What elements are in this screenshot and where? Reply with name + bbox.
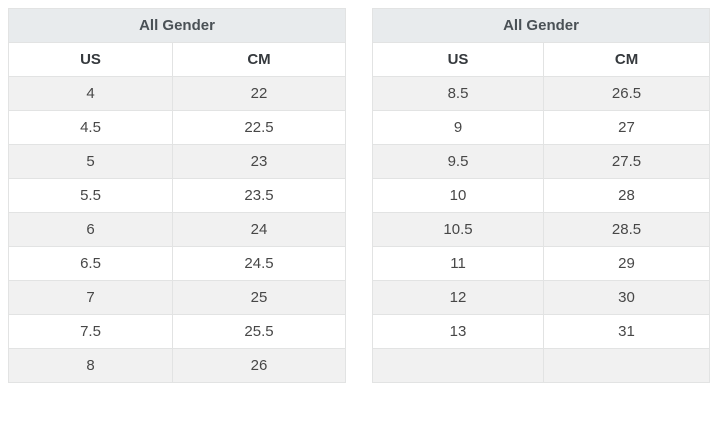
cell-cm: 28 xyxy=(543,178,711,213)
cell-cm: 25.5 xyxy=(171,314,347,349)
column-header-row: US CM xyxy=(8,42,347,77)
column-header-us: US xyxy=(8,42,173,77)
cell-us: 9 xyxy=(372,110,545,145)
table-row: 13 31 xyxy=(372,314,711,349)
cell-cm: 27.5 xyxy=(543,144,711,179)
cell-cm: 22 xyxy=(171,76,347,111)
cell-cm: 22.5 xyxy=(171,110,347,145)
column-header-cm: CM xyxy=(171,42,347,77)
table-row: 8.5 26.5 xyxy=(372,76,711,111)
cell-us: 5 xyxy=(8,144,173,179)
cell-cm: 23 xyxy=(171,144,347,179)
table-row: 5.5 23.5 xyxy=(8,178,347,213)
cell-us: 4 xyxy=(8,76,173,111)
cell-us: 11 xyxy=(372,246,545,281)
cell-us: 7 xyxy=(8,280,173,315)
column-header-cm: CM xyxy=(543,42,711,77)
table-row: 9.5 27.5 xyxy=(372,144,711,179)
cell-us: 5.5 xyxy=(8,178,173,213)
table-row: 6.5 24.5 xyxy=(8,246,347,281)
cell-us: 10 xyxy=(372,178,545,213)
cell-cm: 30 xyxy=(543,280,711,315)
size-table-right: All Gender US CM 8.5 26.5 9 27 9.5 27.5 10 28 10… xyxy=(372,8,711,383)
cell-us: 7.5 xyxy=(8,314,173,349)
cell-us: 12 xyxy=(372,280,545,315)
size-table-left: All Gender US CM 4 22 4.5 22.5 5 23 5.5 23.5 6 24… xyxy=(7,8,347,383)
column-header-us: US xyxy=(372,42,545,77)
table-title-row: All Gender xyxy=(372,8,711,43)
table-title: All Gender xyxy=(7,8,347,43)
cell-us: 13 xyxy=(372,314,545,349)
table-row: 11 29 xyxy=(372,246,711,281)
size-tables-container: All Gender US CM 4 22 4.5 22.5 5 23 5.5 23.5 6 24… xyxy=(7,8,711,383)
table-row: 7.5 25.5 xyxy=(8,314,347,349)
table-row: 8 26 xyxy=(8,348,347,383)
table-row: 7 25 xyxy=(8,280,347,315)
table-body: 4 22 4.5 22.5 5 23 5.5 23.5 6 24 6.5 24.5 7 25 7.5 25.5… xyxy=(8,76,347,383)
cell-us: 9.5 xyxy=(372,144,545,179)
table-row: 4 22 xyxy=(8,76,347,111)
cell-us xyxy=(372,348,545,383)
table-row: 5 23 xyxy=(8,144,347,179)
cell-cm: 23.5 xyxy=(171,178,347,213)
cell-cm xyxy=(543,348,711,383)
table-title-row: All Gender xyxy=(7,8,347,43)
cell-us: 6.5 xyxy=(8,246,173,281)
cell-cm: 26.5 xyxy=(543,76,711,111)
cell-cm: 25 xyxy=(171,280,347,315)
table-row: 10.5 28.5 xyxy=(372,212,711,247)
table-title: All Gender xyxy=(372,8,711,43)
cell-cm: 26 xyxy=(171,348,347,383)
cell-us: 4.5 xyxy=(8,110,173,145)
column-header-row: US CM xyxy=(372,42,711,77)
cell-cm: 31 xyxy=(543,314,711,349)
cell-cm: 24 xyxy=(171,212,347,247)
cell-us: 6 xyxy=(8,212,173,247)
table-row: 9 27 xyxy=(372,110,711,145)
table-row: 6 24 xyxy=(8,212,347,247)
table-row: 4.5 22.5 xyxy=(8,110,347,145)
cell-cm: 24.5 xyxy=(171,246,347,281)
cell-us: 8 xyxy=(8,348,173,383)
table-row xyxy=(372,348,711,383)
cell-us: 8.5 xyxy=(372,76,545,111)
table-body: 8.5 26.5 9 27 9.5 27.5 10 28 10.5 28.5 11 29 12 30 13 3… xyxy=(372,76,711,383)
cell-cm: 28.5 xyxy=(543,212,711,247)
cell-cm: 27 xyxy=(543,110,711,145)
cell-cm: 29 xyxy=(543,246,711,281)
table-row: 12 30 xyxy=(372,280,711,315)
cell-us: 10.5 xyxy=(372,212,545,247)
table-row: 10 28 xyxy=(372,178,711,213)
